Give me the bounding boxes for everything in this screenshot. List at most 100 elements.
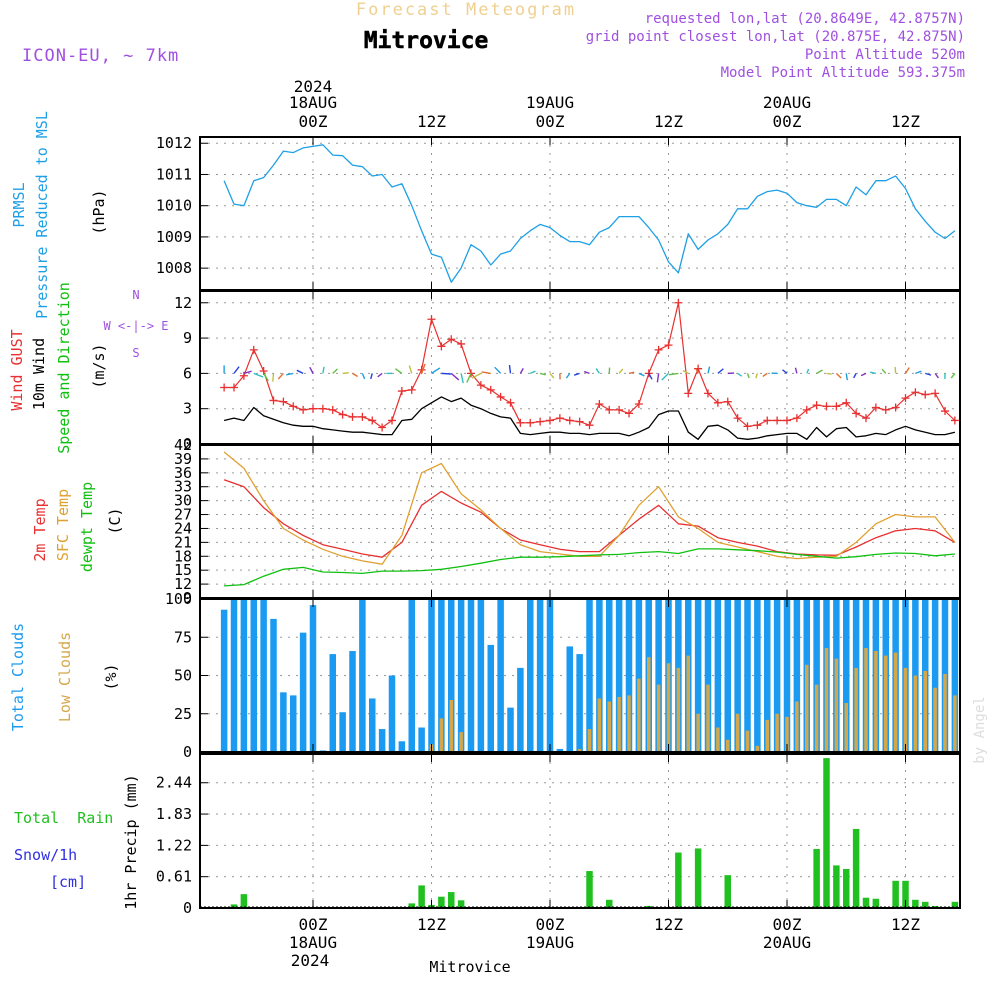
gust-marker	[911, 388, 919, 396]
pressure-unit: (hPa)	[90, 189, 108, 234]
temp-label: 2m Temp	[31, 498, 49, 561]
gust-marker	[526, 419, 534, 427]
watermark: by Angel	[972, 696, 988, 763]
wind-label: 10m Wind	[30, 338, 48, 410]
compass-s: S	[132, 346, 139, 360]
model-label: ICON-EU, ~ 7km	[22, 46, 179, 66]
total-cloud-bar	[418, 728, 425, 752]
low-cloud-bar	[627, 695, 631, 752]
clouds-ytick-label: 50	[174, 667, 192, 685]
total-cloud-bar	[241, 599, 248, 752]
top-tick-label: 00Z	[773, 112, 802, 131]
wind-direction-arrow	[748, 373, 750, 378]
precip-bar	[675, 853, 682, 908]
low-cloud-bar	[459, 732, 463, 752]
wind-direction-arrow	[234, 367, 239, 374]
low-cloud-bar	[914, 676, 918, 753]
clouds-ytick-label: 100	[165, 590, 192, 608]
total-cloud-bar	[428, 599, 435, 752]
wind-direction-arrow	[278, 373, 283, 379]
wind-direction-arrow	[619, 369, 623, 373]
top-date-3: 20AUG	[763, 93, 811, 112]
gust-marker	[882, 406, 890, 414]
bottom-year: 2024	[291, 951, 330, 970]
low-cloud-bar	[854, 668, 858, 752]
wind-direction-arrow	[441, 373, 451, 374]
gust-marker	[398, 387, 406, 395]
gust-label: Wind GUST	[8, 329, 26, 410]
precip-ytick-label: 1.83	[156, 805, 192, 823]
pressure-label-1: PRMSL	[10, 182, 28, 227]
temp-frame	[200, 445, 960, 598]
total-cloud-bar	[330, 654, 337, 752]
low-cloud-bar	[943, 674, 947, 752]
total-cloud-bar	[458, 599, 465, 752]
low-cloud-bar	[736, 714, 740, 752]
low-cloud-bar	[953, 695, 957, 752]
clouds-ytick-label: 0	[183, 743, 192, 761]
total-cloud-bar	[221, 610, 228, 752]
total-cloud-bar	[478, 599, 485, 752]
top-tick-label: 12Z	[654, 112, 683, 131]
wind-direction-arrow	[378, 373, 382, 376]
chart-subtitle: Forecast Meteogram	[356, 0, 576, 20]
wind-direction-arrow	[836, 373, 841, 378]
top-date-1: 18AUG	[289, 93, 337, 112]
top-tick-label: 00Z	[536, 112, 565, 131]
gust-marker	[566, 416, 574, 424]
total-clouds-label: Total Clouds	[9, 623, 27, 731]
bottom-tick-label: 12Z	[654, 915, 683, 934]
precip-bar	[586, 871, 593, 908]
temp-ytick-label: 42	[174, 436, 192, 454]
location-title: Mitrovice	[364, 28, 489, 54]
wind-direction-arrow	[371, 373, 373, 379]
low-cloud-bar	[440, 718, 444, 752]
wind-direction-arrow	[310, 367, 313, 373]
low-cloud-bar	[608, 702, 612, 752]
precip-bar	[418, 885, 425, 908]
wind-direction-arrow	[566, 373, 569, 378]
total-cloud-bar	[270, 619, 277, 752]
gust-marker	[516, 419, 524, 427]
low-cloud-bar	[677, 668, 681, 752]
total-cloud-bar	[280, 692, 287, 752]
wind-direction-arrow	[495, 367, 501, 373]
gust-marker	[270, 396, 278, 404]
wind-direction-arrow	[718, 369, 724, 374]
low-cloud-bar	[617, 697, 621, 752]
gust-marker	[358, 413, 366, 421]
precip-bar	[863, 898, 870, 908]
low-cloud-bar	[825, 648, 829, 752]
wind-direction-arrow	[657, 373, 658, 382]
low-cloud-bar	[884, 656, 888, 752]
gust-marker	[437, 342, 445, 350]
low-cloud-bar	[805, 665, 809, 752]
precip-bar	[833, 865, 840, 908]
top-tick-label: 00Z	[299, 112, 328, 131]
wind-direction-arrow	[254, 373, 263, 377]
total-cloud-bar	[379, 729, 386, 752]
total-cloud-bar	[497, 599, 504, 752]
total-cloud-bar	[517, 668, 524, 752]
wind-direction-arrow	[432, 368, 440, 373]
gust-marker	[724, 398, 732, 406]
gust-marker	[694, 365, 702, 373]
gust-marker	[576, 418, 584, 426]
wind-direction-arrow	[925, 373, 931, 375]
footer-location: Mitrovice	[429, 958, 510, 976]
bottom-date-2: 19AUG	[526, 933, 574, 952]
total-cloud-bar	[507, 708, 514, 752]
low-cloud-bar	[687, 656, 691, 752]
wind-direction-arrow	[273, 373, 274, 381]
wind-direction-arrow	[861, 373, 866, 375]
precip-bar	[448, 892, 455, 908]
precip-ytick-label: 2.44	[156, 774, 192, 792]
wind-direction-arrow	[333, 369, 338, 373]
wind-direction-arrow	[795, 368, 796, 374]
precip-bar	[438, 897, 445, 908]
snow-legend: Snow/1h	[14, 846, 77, 864]
